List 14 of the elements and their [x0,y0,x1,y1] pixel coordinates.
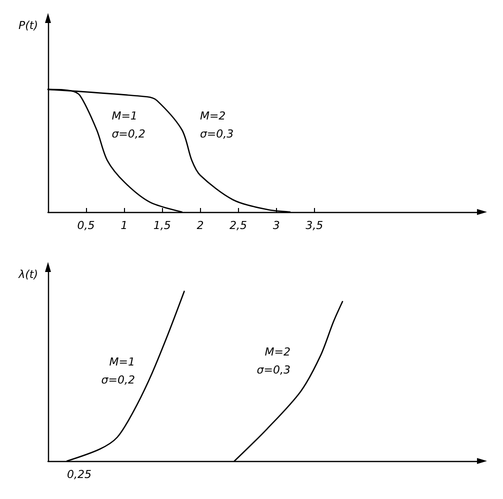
x-tick-label: 1,5 [153,219,171,232]
x-tick-label: 3 [272,219,280,232]
x-tick-label: 2 [196,219,204,232]
series-label: M=2 σ=0,3 [256,345,290,376]
x-tick-label: 0,5 [77,219,95,232]
series-label: M=1 σ=0,2 [112,109,146,140]
y-axis-title: λ(t) [18,268,38,281]
y-axis-title: P(t) [18,19,38,32]
annotation: 0,25 [67,468,92,481]
series-label: M=1 σ=0,2 [101,355,135,386]
x-tick-label: 2,5 [230,219,248,232]
x-tick-label: 3,5 [306,219,324,232]
series-label: M=2 σ=0,3 [200,109,234,140]
x-tick-label: 1 [120,219,128,232]
